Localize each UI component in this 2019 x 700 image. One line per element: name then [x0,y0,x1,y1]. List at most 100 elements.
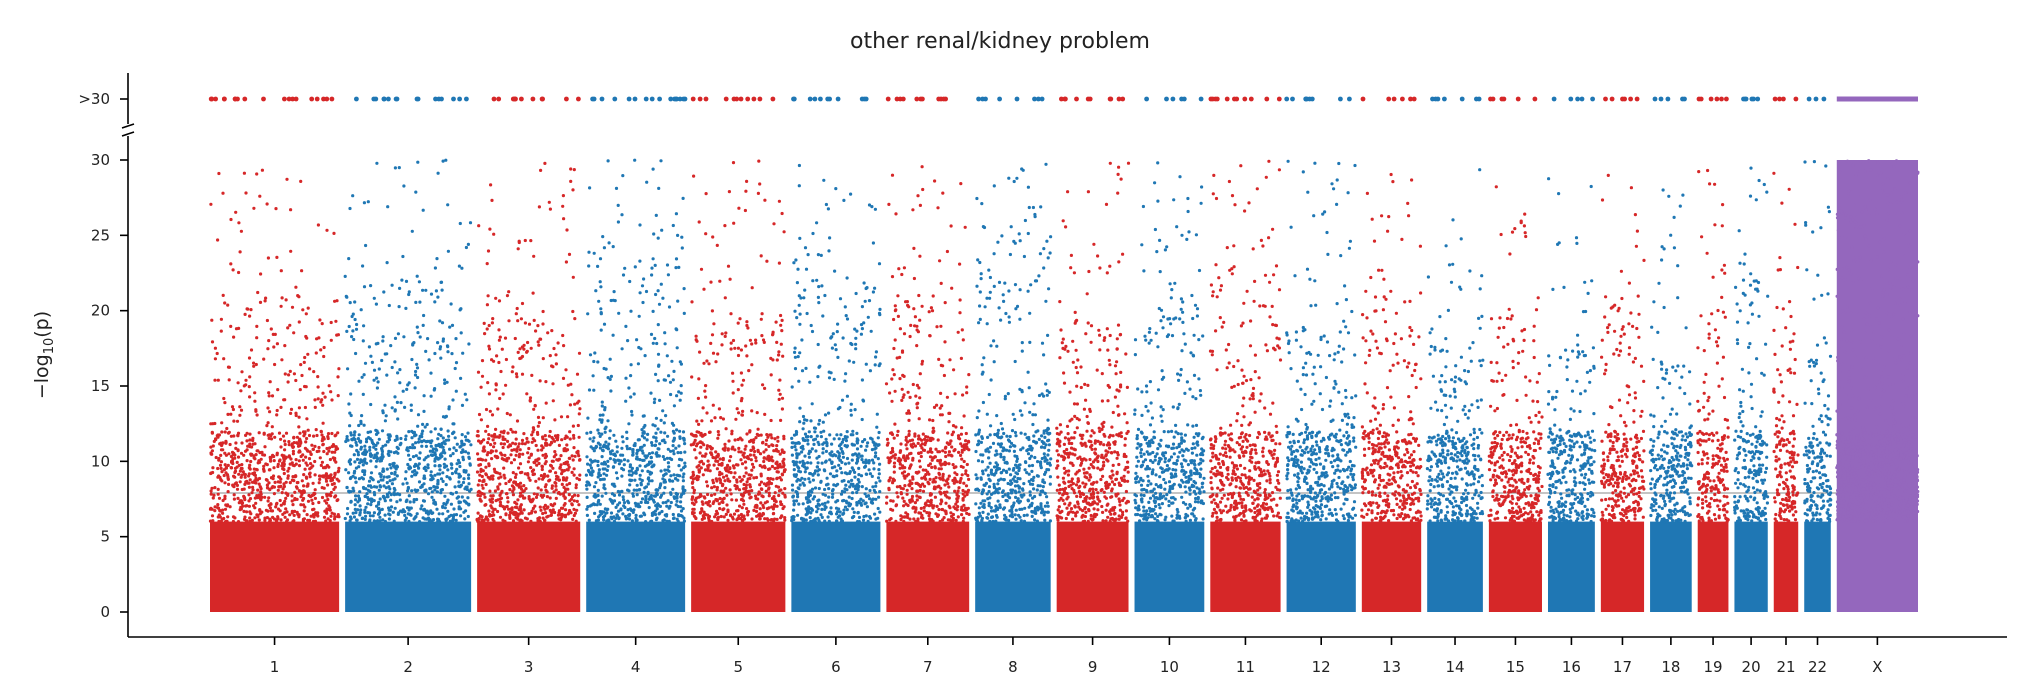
snp-point [826,500,830,504]
snp-point [531,426,536,430]
snp-point [516,517,520,521]
snp-point [443,378,447,382]
snp-point [248,375,252,379]
snp-point [699,494,703,498]
snp-point [621,440,625,444]
snp-point [681,479,686,483]
snp-point [505,294,510,298]
snp-point [775,470,779,474]
snp-point [890,275,895,279]
snp-point [534,458,538,462]
snp-point [836,450,840,454]
snp-point [464,245,468,250]
snp-point [831,488,835,492]
snp-point [692,491,696,495]
snp-point [316,385,320,389]
snp-point [566,415,570,419]
snp-point [297,459,301,463]
snp-point [478,491,482,495]
snp-point [274,207,278,211]
snp-point [820,507,824,511]
snp-point [732,512,737,516]
snp-point [638,223,642,227]
snp-point [529,452,534,456]
snp-point [416,440,421,444]
snp-point [877,468,881,472]
snp-point [534,495,539,499]
snp-point [264,462,268,466]
snp-point [301,308,305,312]
snp-point [761,383,765,387]
snp-point [802,465,807,469]
snp-point [711,351,716,355]
snp-point [369,485,373,489]
snp-point [568,508,572,513]
snp-point [600,510,604,514]
snp-point [511,365,515,369]
snp-point [438,456,442,460]
snp-point [593,511,597,515]
snp-point [861,518,866,522]
snp-point [461,480,466,485]
snp-point [835,330,839,334]
snp-point [763,386,767,390]
snp-point [228,442,232,447]
snp-point [410,436,414,440]
snp-point [817,486,821,491]
snp-point [636,457,640,461]
snp-point [916,194,920,198]
snp-point [319,400,323,404]
snp-point [226,515,230,519]
x-tick-label-chr-18: 18 [1661,658,1680,676]
snp-point [209,489,213,493]
snp-point [369,354,373,358]
snp-point [663,480,668,484]
snp-point [802,421,806,425]
snp-point [794,448,798,452]
snp-point [377,500,381,504]
snp-point [454,337,458,341]
snp-point [594,289,598,293]
snp-point [719,463,724,467]
snp-point [337,479,341,483]
snp-point [570,393,574,397]
snp-point [808,380,812,384]
snp-point [445,475,449,479]
snp-point [729,347,733,351]
snp-point [637,314,641,318]
snp-point [299,441,303,445]
snp-point [414,300,418,304]
snp-point [314,351,318,355]
snp-point [677,390,681,394]
snp-point [699,267,704,271]
snp-point [711,403,715,407]
snp-point [561,204,565,208]
snp-point [446,350,450,354]
snp-point [361,264,365,268]
x-tick-label-chr-22: 22 [1808,658,1827,676]
snp-point [575,372,580,376]
snp-point [286,469,290,473]
snp-point [664,472,668,476]
snp-point [834,187,838,191]
snp-point [283,344,287,348]
snp-point [805,512,809,516]
snp-point [385,467,389,471]
snp-point [779,418,783,422]
snp-point [225,519,229,524]
snp-point [700,434,705,438]
snp-point [479,441,483,445]
snp-point [499,369,503,374]
snp-point [518,448,522,452]
snp-point [422,476,426,480]
snp-point [596,459,600,464]
snp-point [237,501,241,505]
snp-point [714,360,718,364]
snp-point [794,258,798,262]
snp-point [612,290,616,294]
snp-point [807,455,812,459]
snp-point [705,480,709,484]
snp-point [659,418,663,422]
snp-point [466,242,470,246]
snp-point [930,465,934,469]
